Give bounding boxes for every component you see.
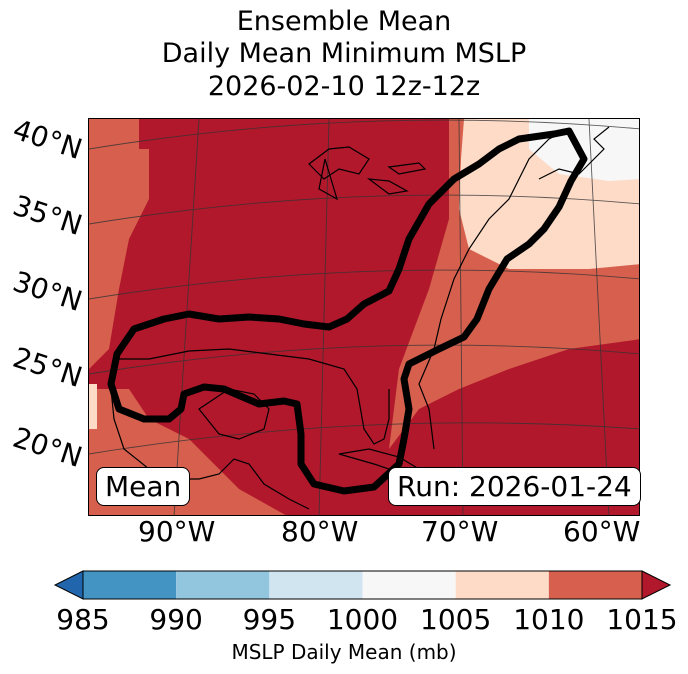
lat-label-30n: 30°N (8, 264, 87, 319)
colorbar-tick-label: 1010 (513, 603, 585, 636)
colorbar-label: MSLP Daily Mean (mb) (231, 640, 457, 664)
nova-scotia-coast (538, 126, 610, 180)
lon-label-60w: 60°W (563, 515, 641, 548)
mean-label-box: Mean (96, 467, 191, 506)
title-line-2: Daily Mean Minimum MSLP (161, 38, 527, 69)
title-line-3: 2026-02-10 12z-12z (207, 71, 481, 102)
meridian-60w (588, 119, 610, 515)
map-canvas (89, 119, 639, 515)
parallel-20n (89, 422, 639, 455)
gulf-coast (119, 348, 390, 445)
parallel-30n (89, 269, 639, 300)
colorbar-outline (82, 570, 643, 600)
field-1010-small-nw (101, 137, 129, 164)
coastlines (110, 126, 610, 510)
lat-label-35n: 35°N (8, 188, 87, 243)
lon-label-90w: 90°W (138, 515, 216, 548)
meridian-80w (318, 119, 330, 515)
colorbar-tick-label: 1005 (420, 603, 492, 636)
colorbar-tick-label: 990 (149, 603, 203, 636)
field-1005-southwest (89, 384, 97, 429)
colorbar-arrow-max (641, 570, 672, 600)
colorbar-tick-label: 1000 (326, 603, 399, 636)
lon-label-80w: 80°W (281, 515, 359, 548)
lat-label-20n: 20°N (8, 420, 87, 475)
colorbar-segment (269, 571, 363, 599)
colorbar-segment (176, 571, 270, 599)
parallel-40n (89, 119, 639, 150)
colorbar-segment (83, 571, 177, 599)
lon-label-70w: 70°W (421, 515, 499, 548)
meridian-70w (458, 119, 464, 515)
atlantic-coast (418, 128, 570, 450)
colorbar-tick-label: 995 (242, 603, 297, 636)
contour-outline (107, 127, 588, 495)
lat-label-25n: 25°N (8, 340, 87, 395)
colorbar-segment (455, 571, 549, 599)
great-lakes (308, 146, 427, 201)
colorbar-segment (548, 571, 642, 599)
lat-label-40n: 40°N (8, 112, 87, 167)
mexico-coast (110, 358, 310, 510)
title-line-1: Ensemble Mean (236, 6, 452, 37)
colorbar-tick-label: 1015 (606, 603, 678, 636)
graticule (89, 119, 639, 515)
colorbar-tick-label: 985 (56, 603, 110, 636)
run-label-box: Run: 2026-01-24 (388, 467, 641, 506)
colorbar-arrow-min (53, 570, 84, 600)
colorbar-segment (362, 571, 456, 599)
field-1010-west (89, 119, 149, 369)
parallel-25n (89, 344, 639, 375)
map-panel (88, 118, 640, 516)
